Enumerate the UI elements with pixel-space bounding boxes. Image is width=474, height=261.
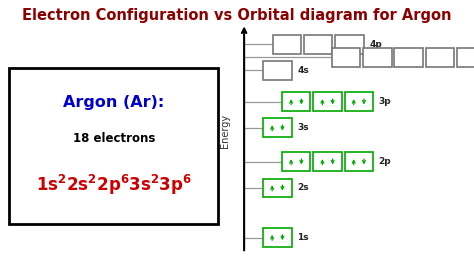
Bar xyxy=(273,35,301,54)
Bar xyxy=(426,48,454,67)
Bar xyxy=(263,228,292,247)
Bar xyxy=(263,118,292,137)
Bar xyxy=(282,152,310,171)
Text: 3p: 3p xyxy=(379,97,392,106)
Text: 2s: 2s xyxy=(297,183,309,192)
Text: 4p: 4p xyxy=(369,40,382,49)
Bar xyxy=(313,92,342,111)
Bar xyxy=(263,61,292,80)
Bar xyxy=(363,48,392,67)
Bar xyxy=(9,68,218,224)
Text: 4s: 4s xyxy=(297,66,309,75)
Text: Electron Configuration vs Orbital diagram for Argon: Electron Configuration vs Orbital diagra… xyxy=(22,8,452,23)
Bar xyxy=(335,35,364,54)
Text: Energy: Energy xyxy=(220,114,230,147)
Bar xyxy=(457,48,474,67)
Text: Argon (Ar):: Argon (Ar): xyxy=(63,95,164,110)
Text: 2p: 2p xyxy=(379,157,392,166)
Text: 1s: 1s xyxy=(297,233,309,242)
Bar xyxy=(345,92,373,111)
Bar xyxy=(332,48,360,67)
Bar xyxy=(282,92,310,111)
Bar xyxy=(313,152,342,171)
Bar xyxy=(345,152,373,171)
Text: 18 electrons: 18 electrons xyxy=(73,132,155,145)
Text: $\mathbf{1s^22s^22p^63s^23p^6}$: $\mathbf{1s^22s^22p^63s^23p^6}$ xyxy=(36,173,192,197)
Bar xyxy=(304,35,332,54)
Bar xyxy=(394,48,423,67)
Text: 3s: 3s xyxy=(297,123,309,132)
Bar xyxy=(263,179,292,197)
